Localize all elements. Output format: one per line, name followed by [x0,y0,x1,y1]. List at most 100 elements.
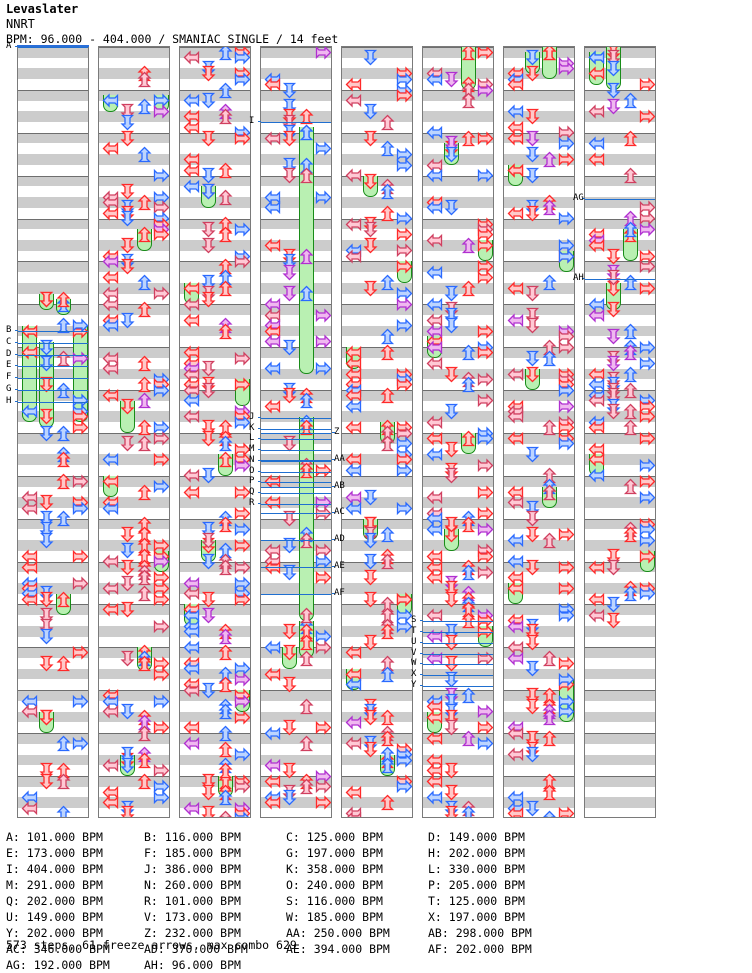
note-arrow-left [183,296,200,313]
beat-band [261,701,331,712]
note-arrow-down [524,167,541,184]
measure-line [99,476,169,477]
measure-line [504,261,574,262]
note-arrow-right [234,441,250,458]
beat-band [585,583,655,594]
beat-band [99,733,169,744]
chart-panel-2[interactable] [98,46,170,818]
note-arrow-up [622,221,639,238]
note-arrow-right [477,167,493,184]
note-arrow-up [541,532,558,549]
measure-line [342,647,412,648]
note-arrow-right [639,532,655,549]
note-arrow-down [443,146,460,163]
beat-band [180,475,250,487]
chart-panel-4[interactable] [260,46,332,818]
beat-band [423,218,493,230]
note-arrow-left [264,725,281,742]
beat-band [342,540,412,551]
selection-highlight-bar[interactable] [17,45,89,47]
note-arrow-up [136,419,153,436]
beat-band [18,272,88,283]
note-arrow-down [119,526,136,543]
measure-line [585,604,655,605]
note-arrow-right [72,392,88,409]
beat-band [342,390,412,401]
measure-line [342,390,412,391]
note-arrow-down [443,317,460,334]
measure-line [99,647,169,648]
chart-panel-5[interactable] [341,46,413,818]
beat-band [504,797,574,809]
beat-band [261,604,331,616]
note-arrow-left [102,269,119,286]
chart-panel-3[interactable] [179,46,251,818]
note-arrow-down [200,784,217,801]
beat-band [585,561,655,573]
note-arrow-left [507,103,524,120]
beat-band [180,647,250,659]
note-arrow-right [234,484,250,501]
note-arrow-right [315,462,331,479]
beat-band [261,754,331,766]
note-arrow-left [345,489,362,506]
measure-line [342,776,412,777]
bpm-change-label: I [249,116,255,126]
note-arrow-right [396,778,412,795]
measure-line [504,47,574,48]
note-arrow-down [119,210,136,227]
beat-band [261,175,331,187]
note-arrow-down [362,569,379,586]
note-arrow-left [507,280,524,297]
note-arrow-left [264,237,281,254]
step-chart-area[interactable] [0,46,752,820]
chart-panel-6[interactable] [422,46,494,818]
beat-band [504,218,574,230]
chart-panel-1[interactable] [17,46,89,818]
note-arrow-down [38,291,55,308]
beat-band [180,111,250,123]
note-arrow-right [477,258,493,275]
note-arrow-right [396,435,412,452]
note-arrow-up [622,130,639,147]
note-arrow-right [639,199,655,216]
beat-band [99,68,169,80]
beat-band [423,132,493,144]
beat-band [99,690,169,701]
note-arrow-right [234,709,250,726]
beat-band [504,432,574,444]
measure-line [18,562,88,563]
note-arrow-right [396,296,412,313]
chart-panel-7[interactable] [503,46,575,818]
note-arrow-down [443,403,460,420]
chart-panel-8[interactable] [584,46,656,818]
note-arrow-down [362,591,379,608]
note-arrow-up [217,703,234,720]
beat-band [180,625,250,637]
beat-band [342,711,412,723]
beat-band [342,497,412,508]
beat-band [504,647,574,659]
note-arrow-up [136,146,153,163]
note-arrow-up [55,655,72,672]
note-arrow-left [264,76,281,93]
note-arrow-right [153,103,169,120]
beat-band [180,775,250,787]
beat-band [180,175,250,187]
note-arrow-left [426,789,443,806]
note-arrow-right [477,719,493,736]
beat-band [342,754,412,766]
note-arrow-right [639,108,655,125]
bpm-change-label: H [6,396,12,406]
measure-line [423,647,493,648]
measure-line [504,604,574,605]
measure-line [180,476,250,477]
note-arrow-down [524,317,541,334]
note-arrow-right [234,221,250,238]
bpm-change-label: G [6,384,12,394]
note-arrow-left [507,789,524,806]
beat-band [180,711,250,723]
note-arrow-right [639,457,655,474]
bpm-change-line-extension [332,512,335,513]
measure-line [342,604,412,605]
